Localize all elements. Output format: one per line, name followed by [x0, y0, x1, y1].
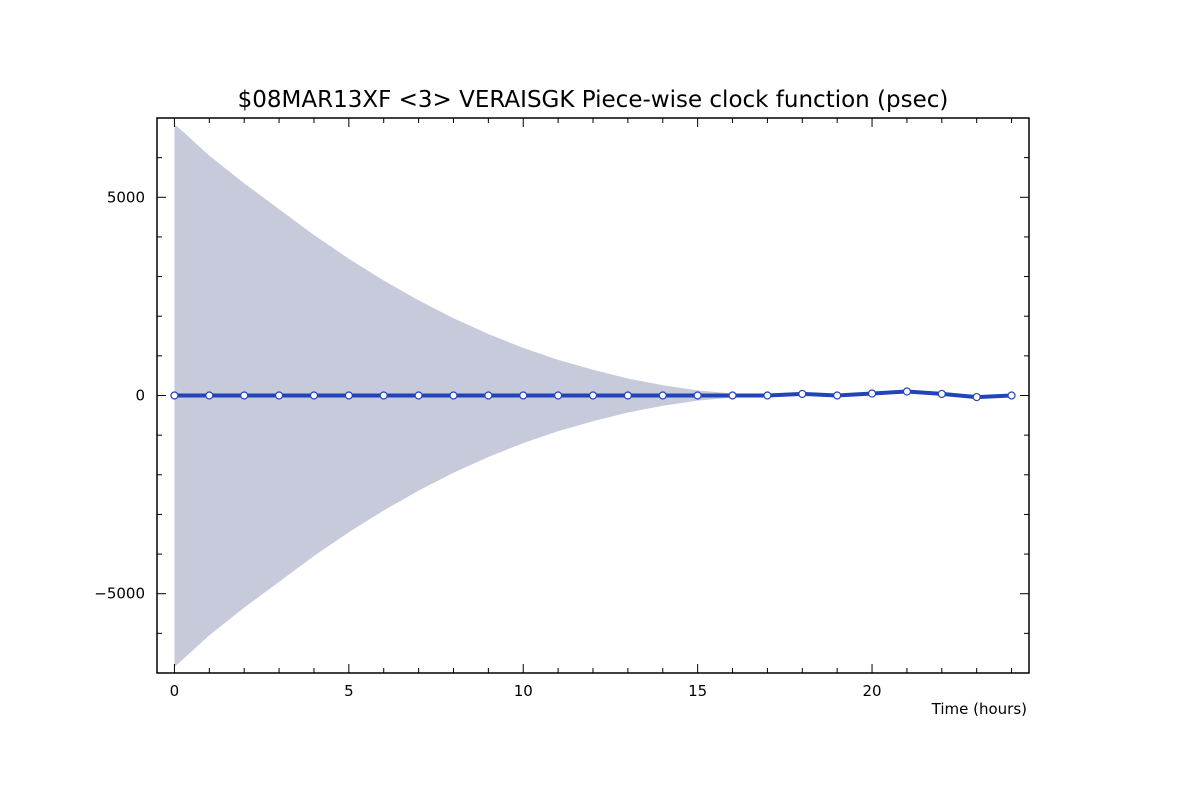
data-point: [658, 391, 667, 400]
x-tick-label: 10: [514, 682, 533, 700]
data-point-layer: [170, 387, 1016, 402]
x-tick-label: 20: [862, 682, 881, 700]
data-point: [1007, 391, 1016, 400]
x-axis-label: Time (hours): [931, 700, 1027, 718]
data-point: [309, 391, 319, 400]
x-tick-label: 0: [170, 682, 180, 700]
data-point: [205, 391, 214, 400]
x-tick-labels: 0 5 10 15 20: [170, 682, 882, 700]
data-point: [554, 391, 563, 400]
data-point: [274, 391, 284, 400]
data-point: [484, 391, 493, 400]
data-point: [519, 391, 528, 400]
chart-title: $08MAR13XF <3> VERAISGK Piece-wise clock…: [238, 87, 949, 113]
data-point: [344, 391, 353, 400]
data-point: [763, 391, 772, 400]
data-point: [588, 391, 598, 400]
data-point: [379, 391, 388, 400]
x-tick-label: 5: [344, 682, 354, 700]
y-tick-label: 0: [135, 387, 145, 405]
y-tick-labels: −5000 0 5000: [94, 188, 145, 602]
data-point: [798, 389, 807, 399]
data-point: [867, 389, 877, 398]
data-point: [414, 391, 423, 400]
data-point: [240, 391, 249, 400]
data-point: [449, 391, 458, 400]
data-point: [937, 389, 946, 399]
data-point: [902, 387, 912, 396]
y-tick-label: 5000: [107, 188, 145, 206]
x-tick-label: 15: [688, 682, 707, 700]
data-point: [833, 391, 842, 400]
axis-ticks: [157, 118, 1029, 673]
data-point: [728, 391, 737, 400]
data-point: [693, 391, 702, 400]
y-tick-label: −5000: [94, 585, 145, 603]
data-point: [623, 391, 632, 400]
data-point: [170, 391, 179, 400]
data-point: [972, 392, 981, 402]
